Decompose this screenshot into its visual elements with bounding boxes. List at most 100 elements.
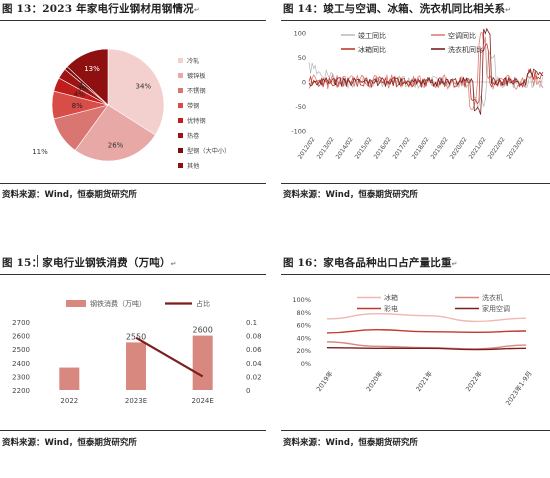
bar-1 [126,342,146,390]
y-tick-label-0: 100% [292,296,311,304]
legend-swatch-2 [178,88,183,93]
x-tick-label-1: 2020年 [364,369,385,393]
fig14-line-chart: 100 50 0 -50 -1002012/022013/022014/022015/0… [291,27,544,161]
x-tick-label-9: 2021/02 [468,136,488,161]
legend-label-0: 冷轧 [187,57,199,65]
bar-data-label-1: 2550 [126,332,146,341]
fig15-top-rule [0,274,266,275]
legend-swatch-5 [178,133,183,138]
x-tick-label-3: 2015/02 [354,136,374,161]
x-tick-label-4: 2023年1-9月 [503,369,533,407]
legend-swatch-bars [66,300,86,307]
y-tick-label-1: 2600 [12,333,30,341]
x-tick-label-8: 2020/02 [449,136,469,161]
fig15-bar-chart: 2700 2600 2500 2400 2300 2200 0.1 0.08 0.06 0.04 0… [12,299,262,405]
legend-label-3: 洗衣机同比 [448,45,483,54]
legend-label-3: 家用空调 [482,304,510,313]
series-line-3 [326,346,527,351]
fig15-source: 资料来源：Wind，恒泰期货研究所 [2,438,137,448]
fig14-bottom-rule [281,183,550,184]
y-tick-label-4: 20% [297,347,311,355]
pie-slice-0 [107,48,165,136]
x-tick-label-7: 2019/02 [430,136,450,161]
series-line-3 [308,27,544,115]
y-tick-label-5: 0% [301,360,311,368]
legend-label-ratio: 占比 [196,299,210,308]
bar-data-label-2: 2600 [192,326,212,335]
series-line-2 [308,43,544,105]
legend-label-2: 冰箱同比 [358,45,386,54]
x-tick-label-2: 2021年 [414,369,435,393]
fig13-source: 资料来源：Wind，恒泰期货研究所 [2,190,137,200]
x-tick-label-10: 2022/02 [487,136,507,161]
fig14-title: 图 14：竣工与空调、冰箱、洗衣机同比相关系↵ [283,3,512,15]
y2-tick-label-3: 0.04 [246,360,262,368]
fig14-top-rule [281,20,550,21]
pie-data-label-6: 1% [79,82,90,90]
x-tick-label-3: 2022年 [463,369,484,393]
y2-tick-label-0: 0.1 [246,319,257,327]
fig13-pie-chart: 34% 26% 11% 8% 4%3%1% 13% 冷轧镀锌板不锈钢带钢优特钢热卷型钢（大中… [32,48,230,170]
y-tick-label-2: 2500 [12,346,30,354]
x-tick-label-0: 2022 [60,397,78,405]
legend-label-5: 热卷 [187,132,200,140]
fig16-bottom-rule [281,430,550,431]
series-line-1 [308,31,544,110]
legend-swatch-4 [178,118,183,123]
pie-data-label-4: 4% [74,91,85,99]
fig13-title: 图 13：2023 年家电行业钢材用钢情况↵ [2,3,200,15]
bar-0 [59,367,80,390]
y-tick-label-3: 40% [297,334,311,342]
pie-data-label-7: 13% [84,65,100,73]
legend-swatch-0 [178,58,183,63]
legend-label-0: 竣工同比 [358,31,386,40]
series-line-2 [326,329,527,334]
pie-slice-1 [74,104,156,162]
x-tick-label-2: 2024E [192,397,214,405]
x-tick-label-0: 2019年 [314,369,335,393]
legend-swatch-3 [178,103,183,108]
x-tick-label-5: 2017/02 [392,136,412,161]
y-tick-label-2: 60% [297,322,311,330]
pie-data-label-3: 8% [72,102,83,110]
y-tick-label-3: -50 [295,103,306,111]
y2-tick-label-4: 0.02 [246,373,262,381]
y-tick-label-1: 80% [297,309,311,317]
pie-data-label-1: 26% [108,142,124,150]
y-tick-label-0: 100 [294,30,306,38]
pie-data-label-0: 34% [136,83,152,91]
pie-data-label-5: 3% [77,85,88,93]
legend-swatch-1 [178,73,183,78]
legend-label-3: 带钢 [187,102,199,110]
y2-tick-label-2: 0.06 [246,346,262,354]
fig16-title: 图 16：家电各品种出口占产量比重↵ [283,257,458,269]
y2-tick-label-5: 0 [246,387,250,395]
series-line-0 [326,313,527,323]
fig16-top-rule [281,274,550,275]
x-tick-label-2: 2014/02 [335,136,355,161]
y-tick-label-2: 0 [302,79,306,87]
fig16-source: 资料来源：Wind，恒泰期货研究所 [283,438,418,448]
legend-label-1: 洗衣机 [482,293,503,302]
fig15-title: 图 15：家电行业钢铁消费（万吨）↵ [2,257,177,269]
pie-slice-7 [66,48,109,106]
fig16-line-chart: 100% 80% 60% 40% 20% 0%2019年 2020年 2021年 2022年 20… [292,293,533,407]
x-tick-label-11: 2023/02 [506,136,526,161]
x-tick-label-1: 2013/02 [316,136,336,161]
fig13-top-rule [0,20,266,21]
bar-2 [192,335,213,390]
legend-label-1: 空调同比 [448,31,476,40]
pie-data-label-2: 11% [32,148,48,156]
fig14-source: 资料来源：Wind，恒泰期货研究所 [283,190,418,200]
legend-swatch-6 [178,148,183,153]
legend-label-4: 优特钢 [187,117,206,125]
y-tick-label-4: -100 [291,128,306,136]
y-tick-label-4: 2300 [12,373,30,381]
legend-swatch-7 [178,163,183,168]
fig13-bottom-rule [0,183,266,184]
y-tick-label-5: 2200 [12,387,30,395]
legend-label-6: 型钢（大中小） [187,147,230,155]
fig15-bottom-rule [0,430,266,431]
legend-label-0: 冰箱 [384,293,398,302]
x-tick-label-4: 2016/02 [373,136,393,161]
